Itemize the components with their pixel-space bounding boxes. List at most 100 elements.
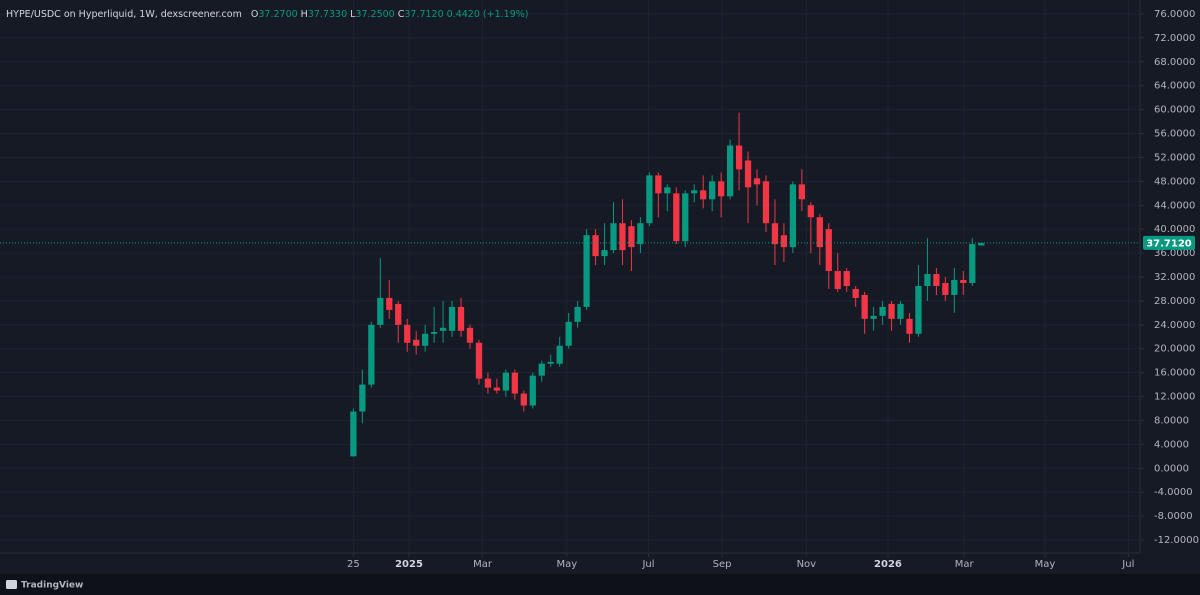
grid [0,0,1144,557]
candle-body [709,181,716,200]
candle-body [888,303,895,319]
x-tick-label: Nov [797,559,817,570]
candle-body [628,226,635,248]
candle-body [942,282,949,295]
candle-body [924,274,931,286]
candle-body [502,372,510,391]
candle-body [538,363,545,376]
y-tick-label: 20.0000 [1154,344,1195,355]
candle-body [574,306,581,322]
y-tick-label: 4.0000 [1154,439,1189,450]
y-tick-label: 28.0000 [1154,296,1195,307]
candle-body [861,294,868,319]
footer-bar [0,574,1200,595]
x-tick-label: Jul [641,559,654,570]
y-tick-label: 32.0000 [1154,272,1195,283]
x-tick-label: 25 [347,559,360,570]
candle-body [439,327,447,331]
y-tick-label: 56.0000 [1154,129,1195,140]
x-tick-label: 2026 [874,559,902,570]
x-tick-label: Mar [955,559,975,570]
y-tick-label: -4.0000 [1154,487,1193,498]
y-tick-label: -12.0000 [1154,535,1199,546]
y-tick-label: 44.0000 [1154,200,1195,211]
brand: TradingView [6,580,83,591]
candle-body [386,297,393,310]
brand-logo [6,580,17,589]
y-tick-label: 76.0000 [1154,9,1195,20]
y-tick-label: 52.0000 [1154,152,1195,163]
y-tick-label: 72.0000 [1154,33,1195,44]
candle-body [969,244,976,283]
y-tick-label: 16.0000 [1154,368,1195,379]
change: 0.4420 (+1.19%) [447,9,529,20]
x-tick-label: Jul [1121,559,1134,570]
candle-body [601,250,608,257]
y-tick-label: 8.0000 [1154,415,1189,426]
candle-body [646,175,653,224]
candle-body [933,274,940,286]
candle-body [457,306,465,331]
candle-body [413,339,420,346]
ohlc-value: 37.7330 [308,9,347,20]
ohlc-key: C [398,9,405,20]
chart-header: HYPE/USDC on Hyperliquid, 1W, dexscreene… [6,9,528,20]
candle-body [682,193,689,242]
candle-body [637,223,644,245]
brand-name: TradingView [21,581,83,591]
ohlc-value: 37.2700 [258,9,297,20]
candle-body [529,375,536,406]
candle-body [879,306,886,316]
candle-body [744,160,752,188]
ohlc-value: 37.7120 [404,9,443,20]
candle-body [511,372,518,394]
y-tick-label: 36.0000 [1154,248,1195,259]
candle-body [960,279,967,283]
candle-body [565,321,572,346]
candle-body [404,324,411,343]
candle-body [951,279,958,295]
x-tick-label: Mar [473,559,493,570]
candle-body [726,145,734,197]
last-price-label: 37.7120 [1146,238,1192,249]
y-tick-label: -8.0000 [1154,511,1193,522]
candle-body [735,145,743,170]
candle-body [610,223,617,251]
candle-body [655,175,662,194]
candle-body [583,235,590,307]
candle-body [915,285,922,334]
candle-body [520,393,527,406]
candle-body [359,384,366,412]
candle-body [897,303,904,319]
candle-body [978,242,985,246]
candle-body [771,223,779,245]
candle-body [834,271,841,289]
axis-labels: 76.0000 72.0000 68.0000 64.0000 60.0000 56.00… [347,9,1199,570]
x-tick-label: 2025 [395,559,423,570]
candle-body [422,333,429,346]
candle-body [673,193,680,242]
candles [0,112,1140,457]
candle-body [753,178,761,185]
candle-body [493,387,501,391]
candle-body [700,190,707,200]
candle-body [547,361,554,364]
ohlc-key: H [301,9,308,20]
y-tick-label: 40.0000 [1154,224,1195,235]
candle-body [816,217,823,248]
candle-body [430,332,438,334]
candle-body [466,327,474,343]
candle-body [395,303,402,325]
y-tick-label: 12.0000 [1154,392,1195,403]
candle-body [350,411,357,457]
candle-body [368,324,375,385]
candle-body [807,205,814,218]
candle-body [377,297,384,325]
candle-body [852,288,859,298]
x-tick-label: Sep [713,559,732,570]
symbol-title: HYPE/USDC on Hyperliquid, 1W, dexscreene… [6,9,242,20]
candle-body [789,184,797,248]
candle-body [825,229,832,272]
